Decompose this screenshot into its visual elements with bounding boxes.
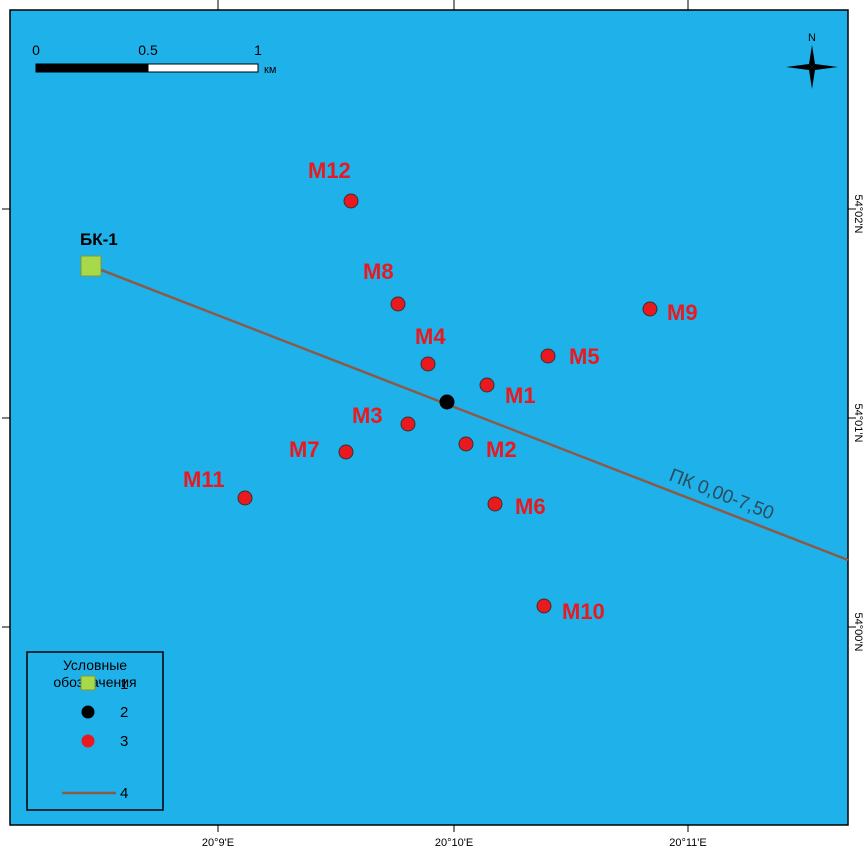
y-axis-label-1: 54°02'N [852, 195, 864, 234]
north-arrow-icon: N [786, 32, 838, 89]
x-axis-label-1: 20°9'E [202, 837, 234, 849]
point-m4 [420, 356, 436, 372]
legend-item-1: 1 [120, 676, 128, 693]
point-m11 [237, 490, 253, 506]
well-marker [80, 255, 102, 277]
label-m5: M5 [569, 344, 600, 369]
label-m7: M7 [289, 437, 320, 462]
x-axis-label-3: 20°11'E [669, 837, 707, 849]
legend-symbol-point [81, 734, 95, 748]
label-m1: M1 [505, 383, 536, 408]
legend: Условные обозначения 1 2 3 4 [26, 651, 164, 811]
label-m3: M3 [352, 403, 383, 428]
well-label: БК-1 [80, 230, 118, 249]
center-point [439, 394, 455, 410]
legend-symbol-center [81, 705, 95, 719]
legend-symbol-well [80, 675, 96, 691]
scale-tick-1: 1 [254, 42, 262, 58]
point-m9 [642, 301, 658, 317]
point-m12 [343, 193, 359, 209]
scale-bar: 0 0.5 1 км [32, 42, 276, 76]
scale-tick-0: 0 [32, 42, 40, 58]
label-m2: M2 [486, 437, 517, 462]
north-label: N [808, 32, 816, 44]
scale-tick-05: 0.5 [138, 42, 158, 58]
label-m9: M9 [667, 300, 698, 325]
point-m5 [540, 348, 556, 364]
label-m8: M8 [363, 259, 394, 284]
point-m10 [536, 598, 552, 614]
point-m8 [390, 296, 406, 312]
scale-unit: км [264, 64, 276, 76]
label-m4: M4 [415, 324, 446, 349]
label-m12: M12 [308, 158, 351, 183]
label-m10: M10 [562, 599, 605, 624]
legend-item-2: 2 [120, 704, 128, 721]
x-axis-label-2: 20°10'E [435, 837, 473, 849]
point-m6 [487, 496, 503, 512]
y-axis-label-3: 54°00'N [852, 613, 864, 652]
label-m6: M6 [515, 494, 546, 519]
label-m11: M11 [183, 467, 225, 492]
point-m2 [458, 436, 474, 452]
point-m7 [338, 444, 354, 460]
profile-line [90, 264, 849, 562]
legend-item-4: 4 [120, 785, 128, 802]
points-layer: M12 M8 M9 M4 M5 M1 M3 M2 M7 M11 M6 M10 [183, 158, 698, 624]
point-m3 [400, 416, 416, 432]
point-m1 [479, 377, 495, 393]
frame-ticks [2, 0, 856, 832]
y-axis-label-2: 54°01'N [852, 404, 864, 443]
legend-item-3: 3 [120, 733, 128, 750]
legend-title-1: Условные [63, 657, 127, 673]
